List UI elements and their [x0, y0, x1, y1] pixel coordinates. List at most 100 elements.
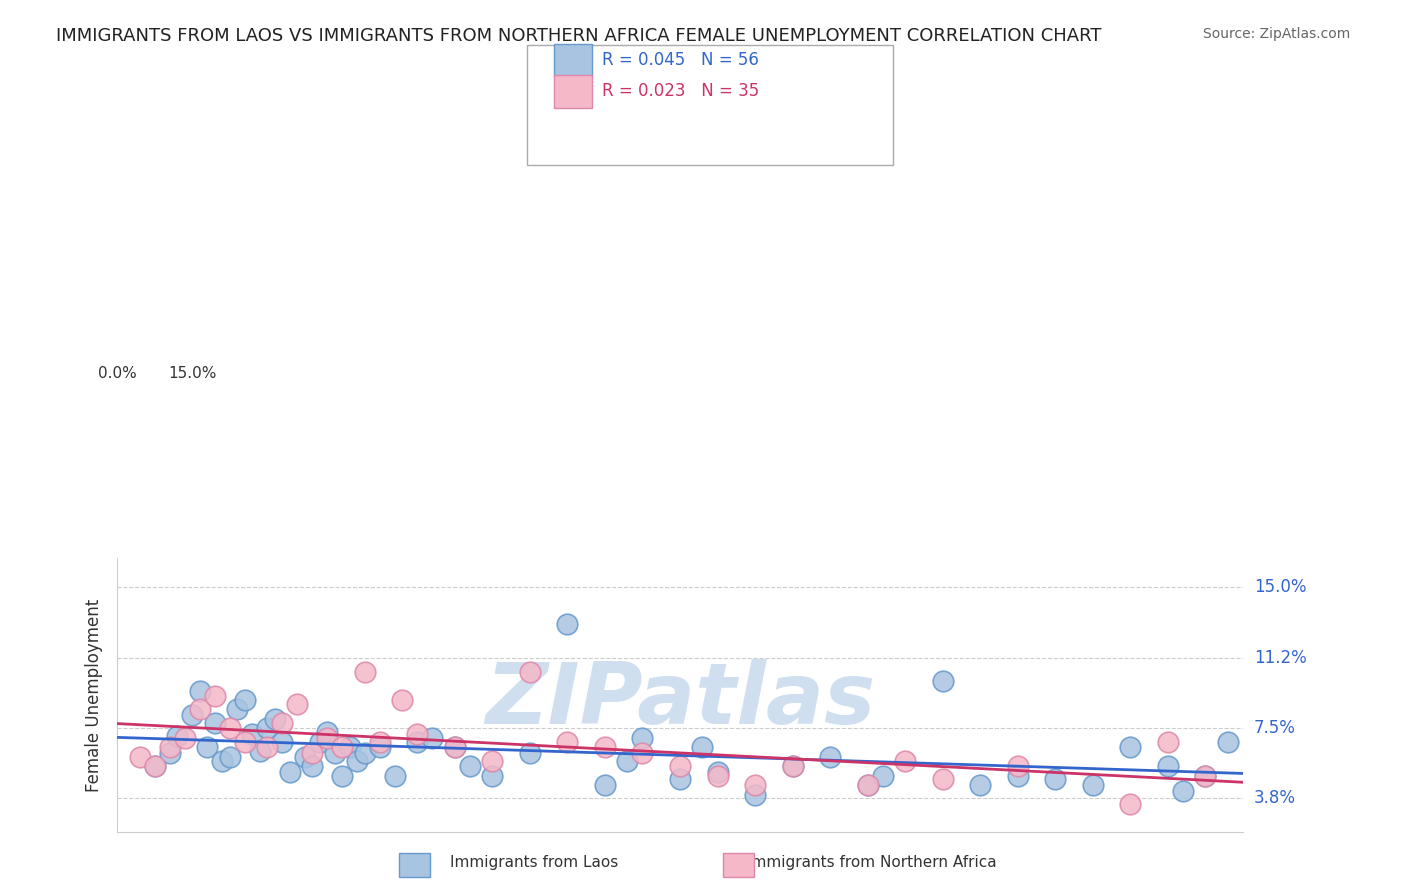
- Point: [631, 731, 654, 745]
- Point: [204, 715, 226, 730]
- Point: [368, 734, 391, 748]
- Text: 11.2%: 11.2%: [1254, 649, 1306, 667]
- Point: [856, 778, 879, 792]
- Text: Source: ZipAtlas.com: Source: ZipAtlas.com: [1202, 27, 1350, 41]
- Point: [226, 702, 249, 716]
- Point: [856, 778, 879, 792]
- Point: [263, 712, 285, 726]
- Point: [188, 702, 211, 716]
- Point: [406, 727, 429, 741]
- Point: [316, 731, 339, 745]
- Point: [593, 778, 616, 792]
- Text: IMMIGRANTS FROM LAOS VS IMMIGRANTS FROM NORTHERN AFRICA FEMALE UNEMPLOYMENT CORR: IMMIGRANTS FROM LAOS VS IMMIGRANTS FROM …: [56, 27, 1102, 45]
- Point: [391, 693, 413, 707]
- Point: [346, 754, 368, 768]
- Point: [1119, 740, 1142, 755]
- Point: [706, 769, 728, 783]
- Point: [211, 754, 233, 768]
- Point: [744, 778, 766, 792]
- Point: [692, 740, 714, 755]
- Point: [1171, 784, 1194, 798]
- Point: [669, 772, 692, 787]
- Point: [204, 690, 226, 704]
- Point: [458, 759, 481, 773]
- Point: [481, 754, 503, 768]
- Point: [294, 749, 316, 764]
- Point: [557, 617, 579, 632]
- Point: [1007, 759, 1029, 773]
- Point: [931, 772, 953, 787]
- Point: [188, 683, 211, 698]
- Point: [256, 722, 278, 736]
- Y-axis label: Female Unemployment: Female Unemployment: [86, 599, 103, 792]
- Point: [143, 759, 166, 773]
- Point: [159, 740, 181, 755]
- Point: [128, 749, 150, 764]
- Text: 3.8%: 3.8%: [1254, 789, 1296, 807]
- Point: [669, 759, 692, 773]
- Point: [1157, 734, 1180, 748]
- Point: [240, 727, 263, 741]
- Point: [353, 665, 375, 679]
- Text: 15.0%: 15.0%: [1254, 578, 1306, 596]
- Text: Immigrants from Laos: Immigrants from Laos: [450, 855, 619, 870]
- Point: [481, 769, 503, 783]
- Point: [593, 740, 616, 755]
- Point: [1216, 734, 1239, 748]
- Text: R = 0.045   N = 56: R = 0.045 N = 56: [602, 51, 759, 69]
- Text: 0.0%: 0.0%: [98, 367, 136, 381]
- Point: [339, 740, 361, 755]
- Point: [1081, 778, 1104, 792]
- Point: [233, 734, 256, 748]
- Point: [233, 693, 256, 707]
- Point: [285, 697, 308, 711]
- Point: [353, 746, 375, 760]
- Point: [271, 734, 294, 748]
- Point: [173, 731, 195, 745]
- Point: [1043, 772, 1066, 787]
- Point: [782, 759, 804, 773]
- Point: [744, 788, 766, 802]
- Point: [557, 734, 579, 748]
- Point: [818, 749, 841, 764]
- Point: [444, 740, 467, 755]
- Point: [1157, 759, 1180, 773]
- Point: [316, 725, 339, 739]
- Point: [1194, 769, 1216, 783]
- Point: [931, 674, 953, 689]
- Point: [308, 734, 330, 748]
- Point: [249, 744, 271, 758]
- Point: [706, 764, 728, 779]
- Point: [256, 740, 278, 755]
- Point: [872, 769, 894, 783]
- Point: [969, 778, 991, 792]
- Point: [1119, 797, 1142, 811]
- Point: [616, 754, 638, 768]
- Point: [1007, 769, 1029, 783]
- Point: [143, 759, 166, 773]
- Point: [519, 665, 541, 679]
- Point: [330, 740, 353, 755]
- Text: 7.5%: 7.5%: [1254, 720, 1296, 738]
- Point: [159, 746, 181, 760]
- Point: [782, 759, 804, 773]
- Point: [444, 740, 467, 755]
- Point: [894, 754, 917, 768]
- Point: [323, 746, 346, 760]
- Point: [1194, 769, 1216, 783]
- Point: [271, 715, 294, 730]
- Point: [631, 746, 654, 760]
- Point: [384, 769, 406, 783]
- Text: 15.0%: 15.0%: [169, 367, 217, 381]
- Point: [406, 734, 429, 748]
- Point: [422, 731, 444, 745]
- Text: Immigrants from Northern Africa: Immigrants from Northern Africa: [747, 855, 997, 870]
- Point: [368, 740, 391, 755]
- Point: [519, 746, 541, 760]
- Point: [166, 729, 188, 743]
- Text: R = 0.023   N = 35: R = 0.023 N = 35: [602, 82, 759, 100]
- Point: [181, 708, 204, 723]
- Point: [195, 740, 218, 755]
- Point: [218, 722, 240, 736]
- Point: [301, 759, 323, 773]
